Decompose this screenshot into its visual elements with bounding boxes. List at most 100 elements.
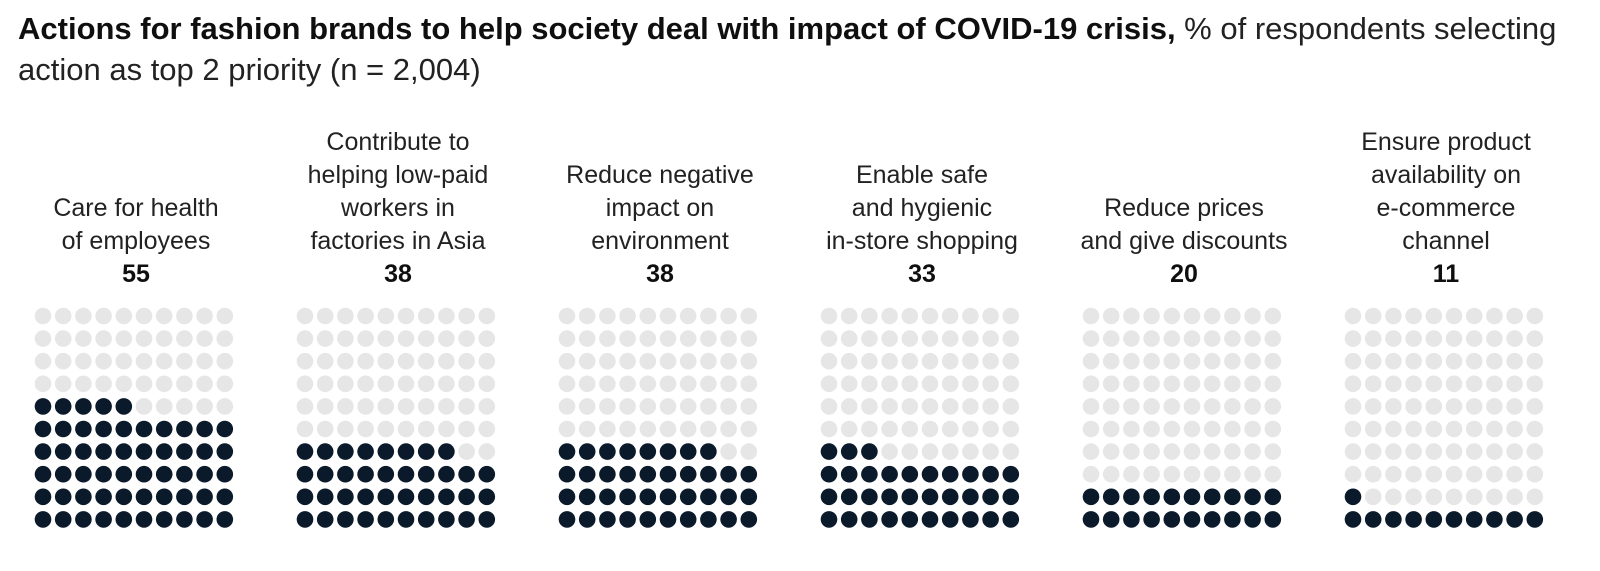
dot-empty [820, 330, 838, 347]
dot-filled [216, 465, 234, 483]
dot-empty [840, 420, 858, 438]
dot-empty [1082, 398, 1100, 415]
dot-filled [619, 511, 636, 528]
dot-empty [478, 398, 496, 415]
dot-empty [720, 420, 737, 438]
dot-empty [1163, 307, 1181, 325]
dot-filled [458, 511, 475, 528]
dot-empty [962, 443, 979, 460]
dot-empty [700, 420, 717, 438]
dot-filled [639, 465, 657, 483]
value-label: 20 [1170, 260, 1198, 288]
dot-empty [458, 375, 475, 393]
dot-empty [1486, 420, 1503, 438]
dot-filled [54, 443, 72, 460]
dot-empty [357, 375, 374, 393]
dot-empty [1102, 465, 1120, 483]
dot-empty [296, 352, 314, 370]
dot-empty [1203, 330, 1221, 347]
dot-empty [720, 398, 737, 415]
dot-empty [316, 330, 334, 347]
dot-empty [1445, 420, 1463, 438]
dot-filled [135, 465, 153, 483]
chart-title-bold: Actions for fashion brands to help socie… [18, 11, 1176, 46]
dot-empty [337, 420, 354, 438]
dot-filled [901, 488, 919, 506]
dot-filled [296, 488, 314, 506]
dot-empty [1082, 420, 1100, 438]
dot-empty [982, 398, 999, 415]
dot-filled [599, 488, 616, 506]
dot-empty [921, 330, 939, 347]
dot-empty [1203, 420, 1221, 438]
dot-empty [115, 307, 133, 325]
dot-empty [1364, 352, 1382, 370]
dot-empty [1486, 488, 1503, 506]
dot-empty [397, 352, 415, 370]
dot-filled [1163, 511, 1181, 528]
dot-empty [982, 352, 999, 370]
dot-filled [700, 465, 717, 483]
dot-filled [95, 511, 112, 528]
dot-empty [1465, 307, 1483, 325]
dot-filled [155, 465, 173, 483]
dot-empty [1224, 352, 1241, 370]
dot-empty [1102, 330, 1120, 347]
dot-empty [1244, 420, 1261, 438]
dot-empty [679, 398, 697, 415]
dot-empty [1344, 307, 1362, 325]
dot-empty [740, 375, 758, 393]
dot-empty [820, 398, 838, 415]
dot-empty [1082, 443, 1100, 460]
dot-filled [377, 465, 395, 483]
dot-empty [740, 398, 758, 415]
dot-empty [438, 352, 455, 370]
panel-2-head: Reduce negative impact on environment 38 [529, 120, 791, 290]
dot-filled [1405, 511, 1422, 528]
dot-empty [316, 398, 334, 415]
dot-empty [679, 330, 697, 347]
dot-filled [679, 465, 697, 483]
dot-filled [1123, 488, 1140, 506]
dot-empty [861, 398, 878, 415]
dot-empty [921, 420, 939, 438]
dot-empty [478, 330, 496, 347]
dot-empty [1002, 420, 1020, 438]
dot-empty [1244, 398, 1261, 415]
dot-empty [1405, 443, 1422, 460]
dot-empty [478, 375, 496, 393]
dot-filled [357, 443, 374, 460]
dot-empty [881, 443, 898, 460]
dot-filled [377, 511, 395, 528]
dot-empty [982, 307, 999, 325]
dot-empty [1526, 398, 1544, 415]
dot-empty [881, 352, 898, 370]
dot-filled [34, 398, 52, 415]
dot-filled [316, 488, 334, 506]
dot-empty [740, 330, 758, 347]
dot-empty [599, 398, 616, 415]
dot-filled [1264, 511, 1282, 528]
dot-empty [1405, 375, 1422, 393]
panel-1-head: Contribute to helping low-paid workers i… [267, 120, 529, 290]
dot-empty [1385, 398, 1402, 415]
dot-empty [316, 420, 334, 438]
dot-empty [54, 307, 72, 325]
dot-empty [1486, 465, 1503, 483]
dot-empty [458, 398, 475, 415]
dot-empty [1385, 307, 1402, 325]
dot-empty [1344, 398, 1362, 415]
dot-empty [982, 375, 999, 393]
dot-empty [1082, 307, 1100, 325]
dot-empty [95, 330, 112, 347]
dot-filled [861, 443, 878, 460]
dot-filled [962, 465, 979, 483]
category-label: Enable safe and hygienic in-store shoppi… [826, 161, 1018, 255]
dot-empty [75, 307, 92, 325]
dot-empty [1364, 375, 1382, 393]
dot-empty [881, 398, 898, 415]
dot-filled [478, 511, 496, 528]
dot-filled [75, 465, 92, 483]
dot-empty [901, 307, 919, 325]
dot-empty [34, 375, 52, 393]
